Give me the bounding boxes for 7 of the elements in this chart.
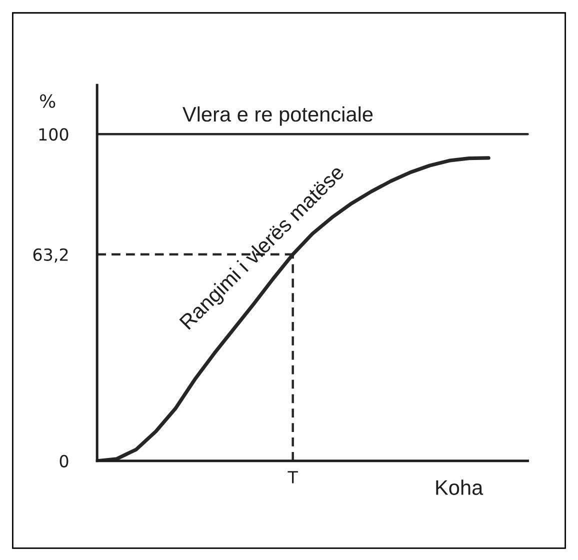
y-axis-title: % [40,94,56,108]
y-tick-label: 63,2 [33,248,68,263]
x-tick-label: T [288,471,298,484]
x-axis-title: Koha [436,480,484,495]
ref-line-label: Vlera e re potenciale [182,106,373,126]
y-tick-label: 0 [60,454,68,468]
y-tick-label: 100 [39,128,68,141]
